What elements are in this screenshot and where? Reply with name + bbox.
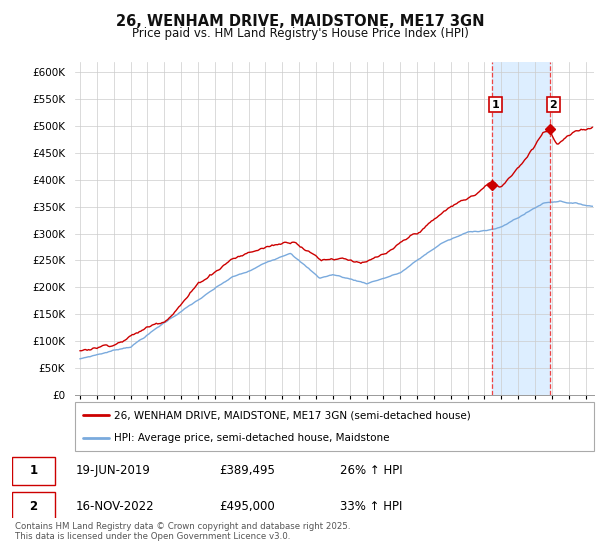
- Bar: [492, 62, 550, 395]
- Text: 33% ↑ HPI: 33% ↑ HPI: [340, 500, 403, 513]
- Text: 1: 1: [492, 100, 499, 110]
- Text: HPI: Average price, semi-detached house, Maidstone: HPI: Average price, semi-detached house,…: [114, 433, 389, 444]
- Text: £389,495: £389,495: [220, 464, 275, 478]
- Text: 26, WENHAM DRIVE, MAIDSTONE, ME17 3GN: 26, WENHAM DRIVE, MAIDSTONE, ME17 3GN: [116, 14, 484, 29]
- Text: 2: 2: [29, 500, 38, 513]
- Text: Contains HM Land Registry data © Crown copyright and database right 2025.
This d: Contains HM Land Registry data © Crown c…: [15, 522, 350, 542]
- Text: 16-NOV-2022: 16-NOV-2022: [76, 500, 154, 513]
- Text: 2: 2: [550, 100, 557, 110]
- Text: £495,000: £495,000: [220, 500, 275, 513]
- Text: 26, WENHAM DRIVE, MAIDSTONE, ME17 3GN (semi-detached house): 26, WENHAM DRIVE, MAIDSTONE, ME17 3GN (s…: [114, 410, 470, 421]
- FancyBboxPatch shape: [12, 492, 55, 521]
- Text: 19-JUN-2019: 19-JUN-2019: [76, 464, 150, 478]
- FancyBboxPatch shape: [12, 457, 55, 485]
- Text: Price paid vs. HM Land Registry's House Price Index (HPI): Price paid vs. HM Land Registry's House …: [131, 27, 469, 40]
- FancyBboxPatch shape: [75, 402, 594, 451]
- Text: 1: 1: [29, 464, 38, 478]
- Text: 26% ↑ HPI: 26% ↑ HPI: [340, 464, 403, 478]
